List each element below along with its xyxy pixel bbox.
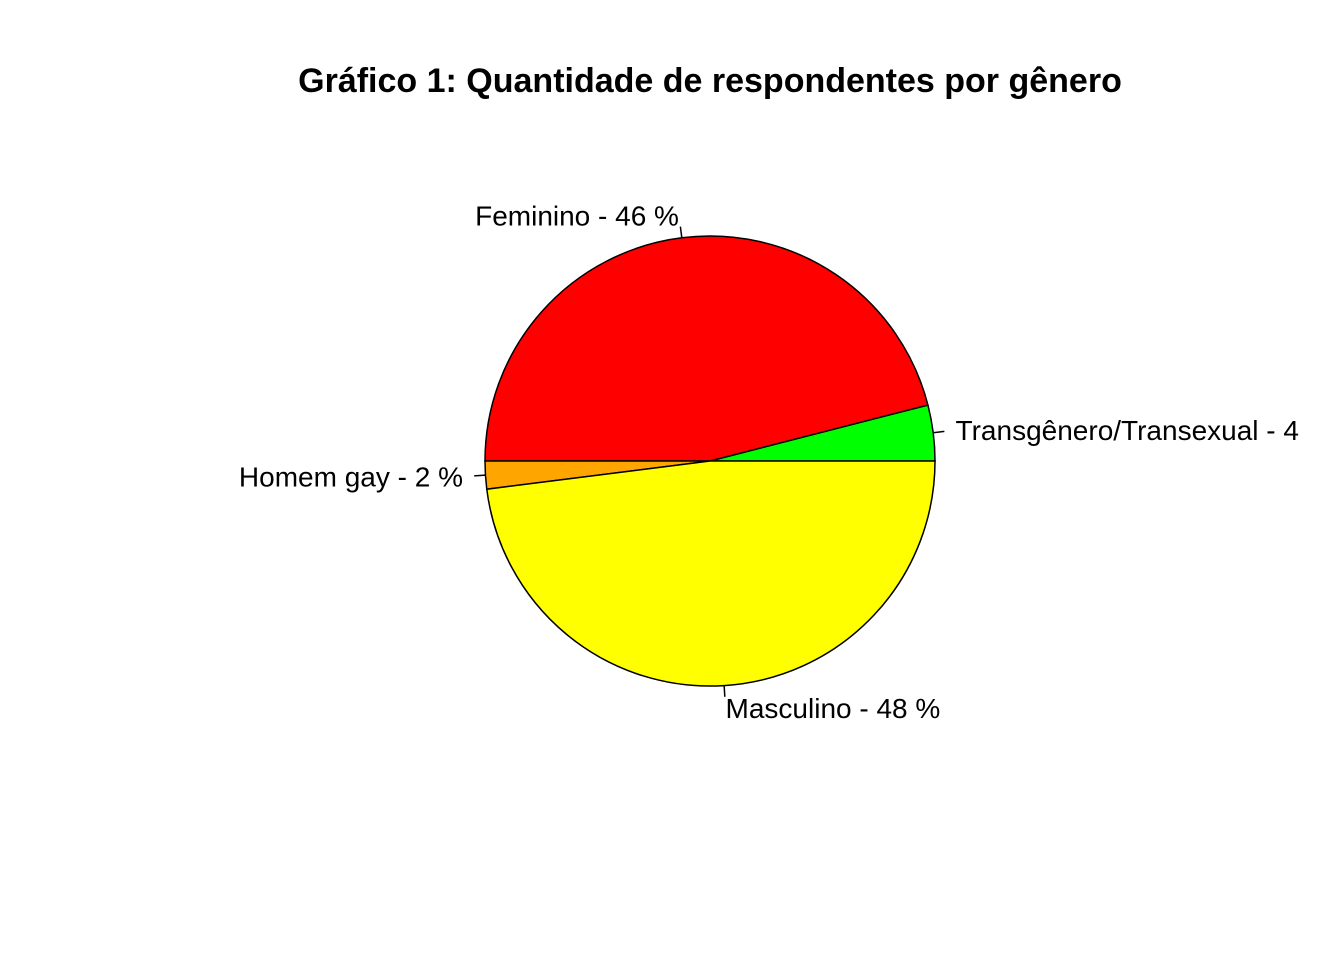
label-tick — [933, 430, 945, 434]
slice-label: Homem gay - 2 % — [239, 462, 463, 493]
slices-layer — [484, 235, 936, 687]
pie-slice-feminino — [484, 235, 929, 462]
label-tick — [679, 226, 683, 238]
pie-slice-masculino — [485, 460, 936, 687]
ticks-layer — [474, 226, 945, 697]
slice-label: Feminino - 46 % — [475, 200, 679, 231]
slice-label: Transgênero/Transexual - 4 — [956, 415, 1299, 446]
labels-layer: Transgênero/Transexual - 4 Feminino - 46 … — [239, 200, 1299, 724]
chart-title: Gráfico 1: Quantidade de respondentes po… — [298, 62, 1122, 100]
slice-label: Masculino - 48 % — [726, 693, 941, 724]
label-tick — [474, 474, 486, 477]
label-tick — [723, 685, 726, 697]
